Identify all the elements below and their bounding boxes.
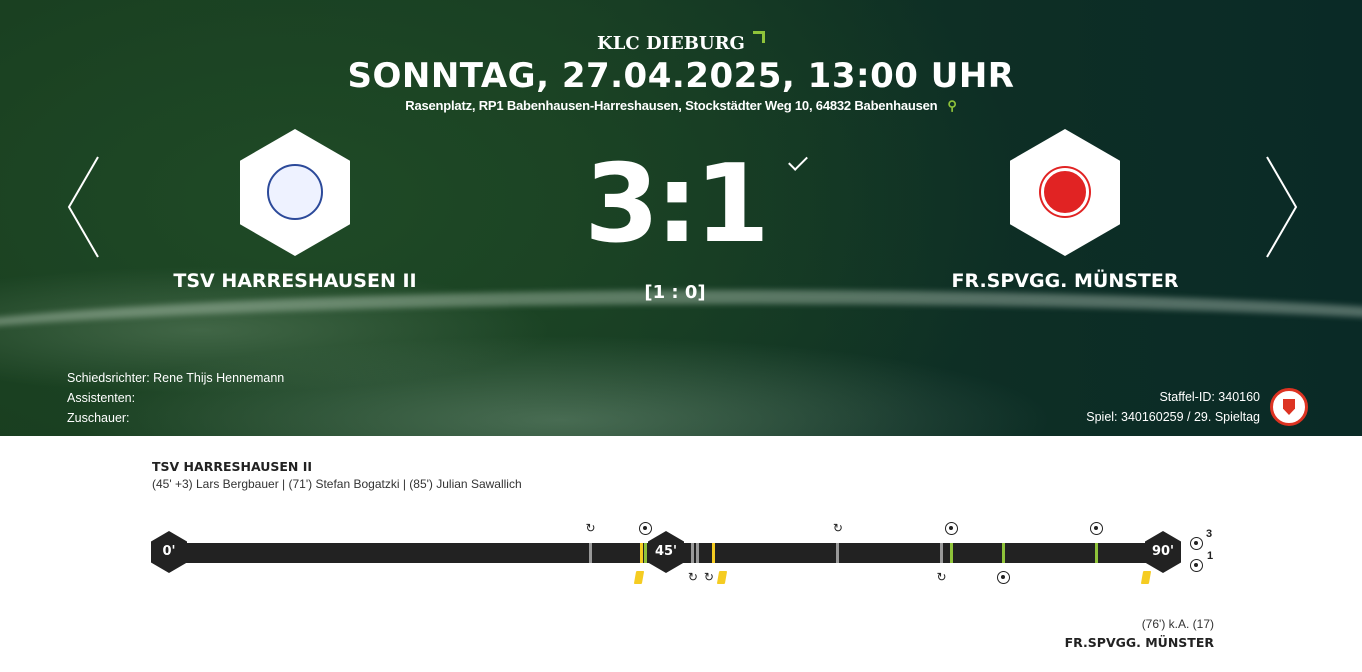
yellow-card-icon[interactable]	[1141, 571, 1152, 584]
staffel-id: Staffel-ID: 340160	[1159, 390, 1260, 404]
spectators: Zuschauer:	[67, 411, 130, 425]
goal-marker	[950, 543, 954, 563]
home-goals-ball-icon	[1190, 537, 1203, 550]
substitution-marker	[589, 543, 592, 563]
referee: Schiedsrichter: Rene Thijs Hennemann	[67, 371, 285, 385]
goal-marker	[643, 543, 647, 563]
substitution-icon[interactable]: ↻	[585, 521, 596, 535]
yellow-card-marker	[712, 543, 716, 563]
map-pin-icon[interactable]: ⚲	[947, 98, 957, 113]
substitution-icon[interactable]: ↻	[832, 521, 843, 535]
hfv-logo	[1270, 388, 1308, 426]
away-goals-total: 1	[1207, 550, 1214, 562]
previous-match-arrow[interactable]	[66, 155, 100, 259]
substitution-marker	[940, 543, 943, 563]
goal-marker	[1095, 543, 1099, 563]
match-header: KLC DIEBURG SONNTAG, 27.04.2025, 13:00 U…	[0, 0, 1362, 436]
substitution-marker	[691, 543, 695, 563]
goal-marker	[1002, 543, 1006, 563]
halftime-score: [1 : 0]	[644, 282, 706, 303]
marker-0: 0'	[151, 531, 187, 573]
marker-90: 90'	[1145, 531, 1181, 573]
away-team-logo[interactable]	[1010, 129, 1120, 256]
home-goals-total: 3	[1206, 528, 1213, 540]
substitution-icon[interactable]: ↻	[936, 570, 947, 584]
timeline-away-team: FR.SPVGG. MÜNSTER	[1064, 635, 1214, 650]
link-corner-icon	[752, 31, 765, 43]
substitution-marker	[695, 543, 699, 563]
substitution-icon[interactable]: ↻	[687, 570, 698, 584]
home-scorers: (45' +3) Lars Bergbauer | (71') Stefan B…	[152, 477, 522, 491]
timeline-home-team: TSV HARRESHAUSEN II	[152, 459, 313, 474]
league-name[interactable]: KLC DIEBURG	[0, 31, 1362, 54]
goal-icon[interactable]	[1090, 522, 1104, 535]
next-match-arrow[interactable]	[1265, 155, 1299, 259]
substitution-icon[interactable]: ↻	[703, 570, 714, 584]
yellow-card-icon[interactable]	[633, 571, 644, 584]
officials: Schiedsrichter: Rene Thijs Hennemann Ass…	[67, 368, 284, 428]
yellow-card-icon[interactable]	[717, 571, 728, 584]
confirmed-check-icon	[788, 151, 808, 171]
away-crest	[1041, 168, 1089, 216]
home-team-name[interactable]: TSV HARRESHAUSEN II	[173, 270, 417, 292]
goal-icon[interactable]	[945, 522, 959, 535]
goal-icon[interactable]	[997, 571, 1011, 584]
venue[interactable]: Rasenplatz, RP1 Babenhausen-Harreshausen…	[405, 98, 957, 113]
away-team-name[interactable]: FR.SPVGG. MÜNSTER	[951, 270, 1179, 292]
assistants: Assistenten:	[67, 391, 136, 405]
away-scorers: (76') k.A. (17)	[1141, 617, 1214, 631]
match-ids: Staffel-ID: 340160 Spiel: 340160259 / 29…	[1086, 387, 1260, 427]
goal-icon[interactable]	[638, 522, 652, 535]
yellow-card-marker	[639, 543, 643, 563]
home-crest	[267, 164, 323, 220]
home-team-logo[interactable]	[240, 129, 350, 256]
match-datetime: SONNTAG, 27.04.2025, 13:00 UHR	[347, 56, 1015, 96]
away-goals-ball-icon	[1190, 559, 1203, 572]
marker-45: 45'	[648, 531, 684, 573]
substitution-marker	[836, 543, 840, 563]
spiel-id: Spiel: 340160259 / 29. Spieltag	[1086, 410, 1260, 424]
final-score: 3:1	[584, 142, 769, 267]
